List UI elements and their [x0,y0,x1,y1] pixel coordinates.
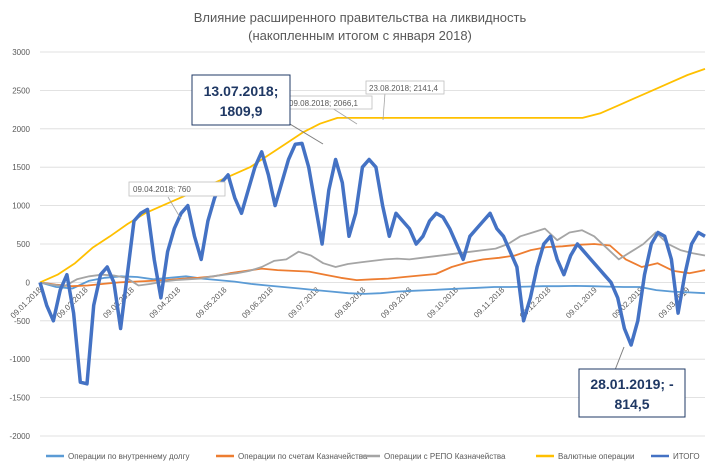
y-tick-label: -1000 [10,355,31,364]
legend-label: Операции по внутреннему долгу [68,452,190,461]
x-tick-label: 09.11.2018 [472,285,507,320]
y-tick-label: 2500 [12,86,30,95]
y-tick-label: -1500 [10,394,31,403]
y-tick-label: 2000 [12,125,30,134]
annotation-small-3: 23.08.2018; 2141,4 [365,80,445,121]
series-line-3 [39,68,706,284]
y-axis-ticks: -2000 -1500 -1000 -500 0 500 1000 1500 2000 2500 3… [10,48,31,441]
y-tick-label: -500 [14,317,31,326]
x-tick-label: 09.01.2018 [9,285,44,320]
legend-item-3: Валютные операции [536,452,634,461]
y-tick-label: 1000 [12,202,30,211]
annotation-big-1-line1: 13.07.2018; [204,83,279,99]
y-tick-label: 3000 [12,48,30,57]
y-tick-label: 0 [26,278,31,287]
annotation-small-1: 09.04.2018; 760 [128,181,226,220]
legend-item-2: Операции с РЕПО Казначейства [362,452,506,461]
y-tick-label: -2000 [10,432,31,441]
x-tick-label: 09.04.2018 [148,285,183,320]
x-tick-label: 09.01.2019 [564,285,599,320]
annotation-big-2: 28.01.2019; - 814,5 [578,346,686,418]
series-line-1 [39,243,706,288]
legend-label: Операции по счетам Казначейства [238,452,368,461]
x-tick-label: 09.08.2018 [333,285,368,320]
annotation-big-2-line2: 814,5 [614,396,649,412]
legend-label: Операции с РЕПО Казначейства [384,452,506,461]
legend-label: Валютные операции [558,452,634,461]
annotation-small-2-text: 09.08.2018; 2066,1 [289,99,359,108]
series-line-2 [39,227,706,288]
annotation-big-1-line2: 1809,9 [220,103,263,119]
series-line-0 [39,275,706,295]
legend: Операции по внутреннему долгу Операции по… [46,452,700,461]
y-tick-label: 1500 [12,163,30,172]
x-tick-label: 09.05.2018 [194,285,229,320]
x-tick-label: 09.06.2018 [240,285,275,320]
legend-label: ИТОГО [673,452,700,461]
legend-item-0: Операции по внутреннему долгу [46,452,190,461]
annotation-small-3-text: 23.08.2018; 2141,4 [369,84,439,93]
chart-title-line2: (накопленным итогом с января 2018) [248,28,472,43]
series-lines [38,68,706,386]
series-line-4 [38,141,706,386]
x-axis-ticks: 09.01.2018 09.02.2018 09.03.2018 09.04.2018… [9,285,692,320]
legend-item-4: ИТОГО [651,452,700,461]
legend-item-1: Операции по счетам Казначейства [216,452,368,461]
annotation-big-2-line1: 28.01.2019; - [590,376,674,392]
annotation-small-1-text: 09.04.2018; 760 [133,185,191,194]
chart-title-line1: Влияние расширенного правительства на ли… [194,10,527,25]
annotation-big-1: 13.07.2018; 1809,9 [191,74,324,145]
y-tick-label: 500 [17,240,31,249]
